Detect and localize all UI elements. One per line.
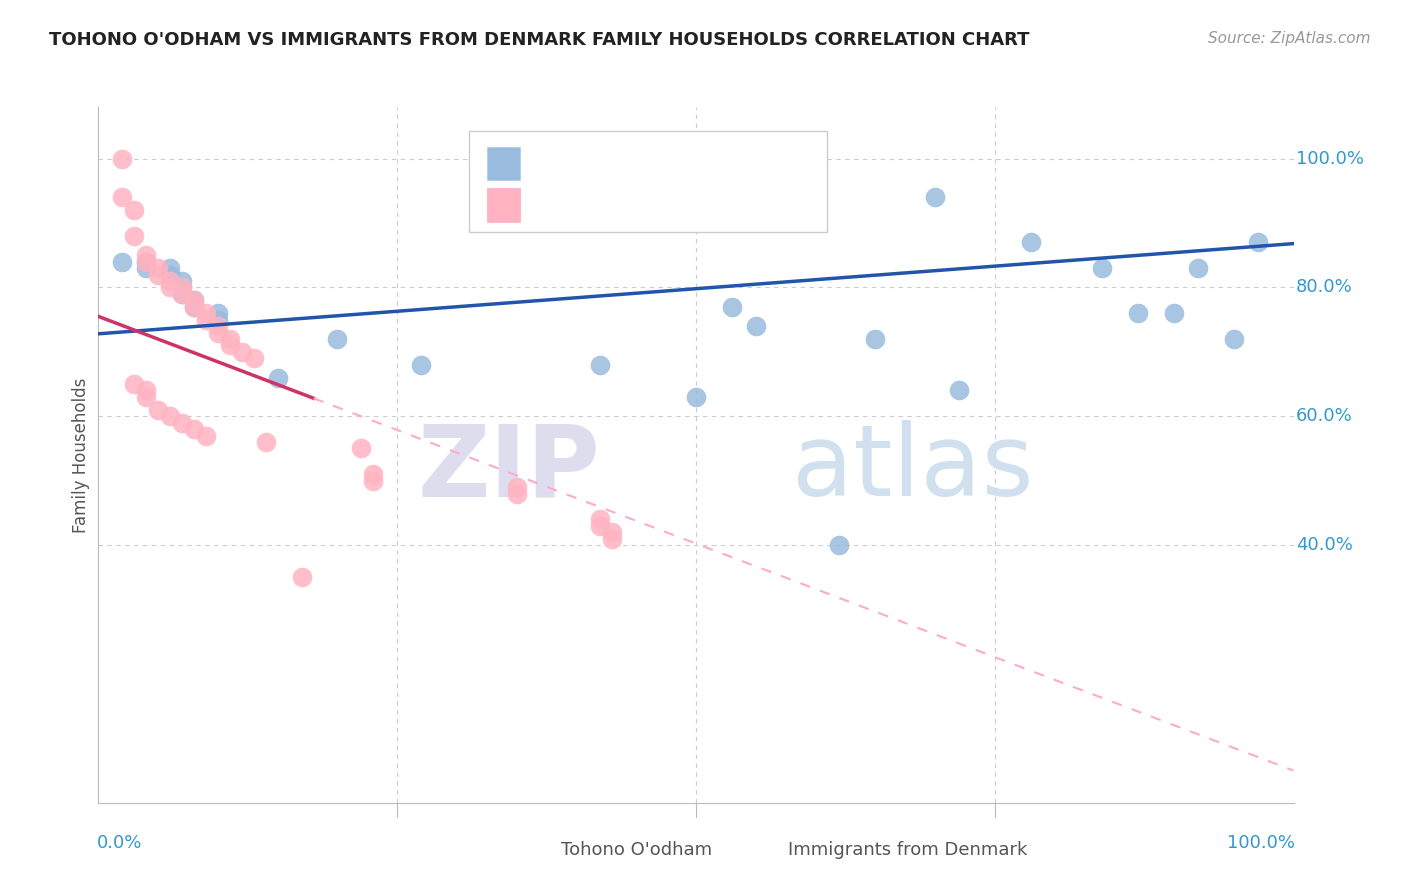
Point: [363, 467, 385, 482]
Text: R = -0.092   N =  41: R = -0.092 N = 41: [534, 196, 752, 214]
Text: R =   0.340   N = 30: R = 0.340 N = 30: [534, 154, 752, 172]
Point: [183, 300, 205, 314]
Point: [924, 190, 946, 204]
Point: [267, 370, 290, 384]
Point: [194, 306, 217, 320]
Point: [589, 512, 612, 526]
Point: [159, 409, 181, 424]
Point: [172, 274, 194, 288]
Point: [135, 261, 157, 276]
Point: [290, 570, 312, 584]
Text: Tohono O'odham: Tohono O'odham: [561, 841, 711, 859]
Point: [172, 280, 194, 294]
Point: [135, 254, 157, 268]
FancyBboxPatch shape: [470, 131, 827, 232]
Point: [863, 332, 886, 346]
Point: [219, 338, 242, 352]
Point: [219, 332, 242, 346]
Point: [721, 300, 744, 314]
Point: [1128, 306, 1150, 320]
Point: [124, 228, 146, 243]
Text: TOHONO O'ODHAM VS IMMIGRANTS FROM DENMARK FAMILY HOUSEHOLDS CORRELATION CHART: TOHONO O'ODHAM VS IMMIGRANTS FROM DENMAR…: [49, 31, 1029, 49]
Point: [172, 286, 194, 301]
Text: 0.0%: 0.0%: [97, 834, 142, 852]
Point: [506, 480, 529, 494]
FancyBboxPatch shape: [529, 839, 555, 862]
Point: [111, 152, 134, 166]
Point: [254, 435, 277, 450]
Point: [172, 286, 194, 301]
Point: [1163, 306, 1185, 320]
Point: [948, 384, 970, 398]
Point: [745, 319, 768, 334]
Text: 80.0%: 80.0%: [1296, 278, 1353, 296]
Point: [1187, 261, 1209, 276]
Point: [243, 351, 266, 366]
Point: [135, 390, 157, 404]
Text: ZIP: ZIP: [418, 420, 600, 517]
Point: [111, 254, 134, 268]
Point: [183, 293, 205, 308]
Point: [1246, 235, 1268, 250]
Point: [1222, 332, 1246, 346]
Text: Source: ZipAtlas.com: Source: ZipAtlas.com: [1208, 31, 1371, 46]
Point: [172, 416, 194, 430]
Point: [589, 358, 612, 372]
Point: [207, 326, 229, 340]
Point: [207, 319, 229, 334]
Point: [828, 538, 851, 552]
Point: [111, 190, 134, 204]
Point: [148, 268, 170, 282]
Point: [363, 474, 385, 488]
Point: [148, 402, 170, 417]
Point: [159, 280, 181, 294]
Point: [506, 486, 529, 500]
Text: 60.0%: 60.0%: [1296, 408, 1353, 425]
Point: [159, 261, 181, 276]
Point: [231, 344, 253, 359]
Text: atlas: atlas: [792, 420, 1033, 517]
Point: [600, 532, 623, 546]
Point: [194, 428, 217, 442]
Point: [194, 312, 217, 326]
Point: [159, 268, 181, 282]
Point: [135, 248, 157, 262]
Point: [1019, 235, 1042, 250]
Point: [135, 254, 157, 268]
Point: [685, 390, 707, 404]
Point: [172, 280, 194, 294]
Text: 40.0%: 40.0%: [1296, 536, 1353, 554]
Point: [124, 377, 146, 392]
Point: [350, 442, 373, 456]
Point: [326, 332, 349, 346]
Point: [159, 274, 181, 288]
Y-axis label: Family Households: Family Households: [72, 377, 90, 533]
Text: 100.0%: 100.0%: [1296, 150, 1364, 168]
Point: [589, 518, 612, 533]
FancyBboxPatch shape: [486, 146, 520, 180]
FancyBboxPatch shape: [756, 839, 782, 862]
Point: [183, 300, 205, 314]
Point: [148, 261, 170, 276]
Point: [183, 293, 205, 308]
Point: [183, 422, 205, 436]
Text: Immigrants from Denmark: Immigrants from Denmark: [787, 841, 1028, 859]
FancyBboxPatch shape: [486, 188, 520, 222]
Point: [600, 525, 623, 540]
Point: [411, 358, 433, 372]
Point: [207, 312, 229, 326]
Point: [124, 203, 146, 218]
Point: [1091, 261, 1114, 276]
Point: [135, 384, 157, 398]
Point: [207, 306, 229, 320]
Text: 100.0%: 100.0%: [1226, 834, 1295, 852]
